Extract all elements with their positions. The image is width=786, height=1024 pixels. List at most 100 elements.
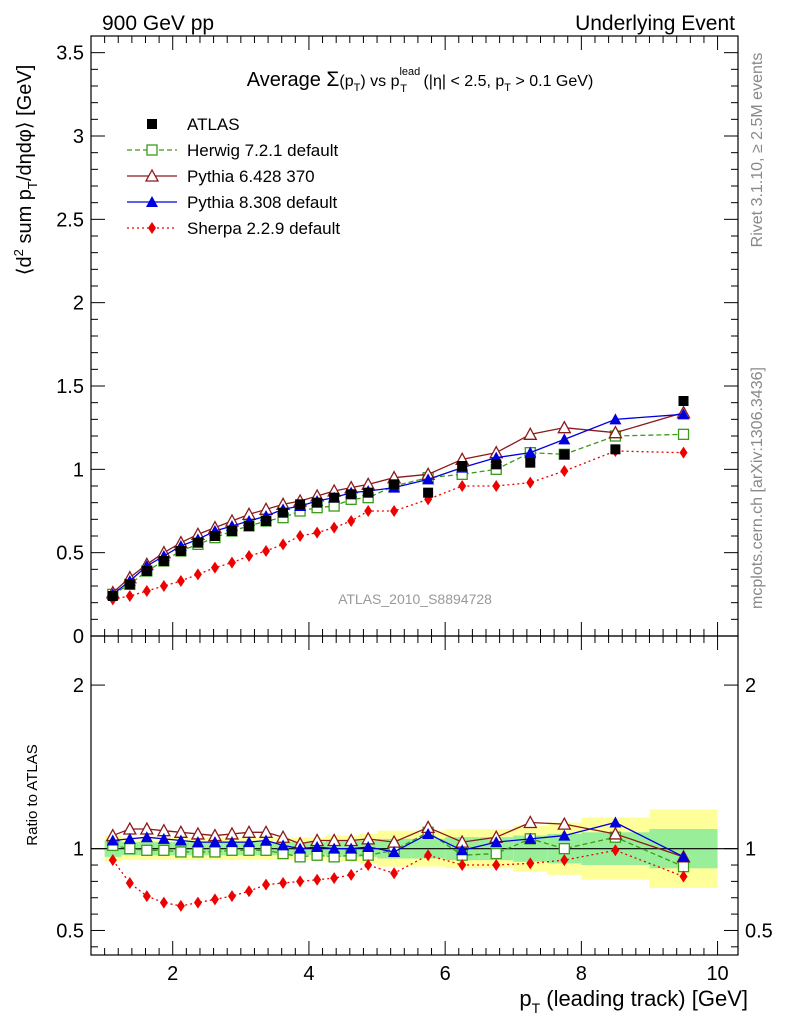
mcplots-side-label: mcplots.cern.ch [arXiv:1306.3436]	[749, 367, 766, 609]
ylabel-rest-text: /dηdφ⟩ [GeV]	[14, 65, 36, 181]
y-tick-label: 0	[73, 626, 84, 648]
point-sherpa-2-2-9-default-main	[279, 538, 288, 551]
title-vs-text: vs p	[366, 73, 400, 90]
point-pythia-8-308-default-ratio	[345, 842, 358, 854]
ratio-tick-label-right: 0.5	[745, 920, 773, 942]
point-pythia-8-308-default-ratio	[524, 832, 537, 844]
point-sherpa-2-2-9-default-ratio	[279, 877, 288, 890]
point-atlas-main	[491, 459, 502, 470]
point-pythia-8-308-default-ratio	[388, 845, 401, 857]
legend-marker-sherpa-2-2-9-default	[148, 222, 156, 234]
point-sherpa-2-2-9-default-main	[526, 476, 535, 489]
x-tick-label: 4	[303, 963, 314, 985]
y-axis-label-ratio: Ratio to ATLAS	[24, 744, 41, 845]
y-axis-label-main: ⟨d2 sum pT/dηdφ⟩ [GeV]	[11, 65, 40, 276]
point-atlas-main	[141, 566, 152, 576]
point-sherpa-2-2-9-default-main	[313, 526, 322, 539]
point-herwig-7-2-1-default-ratio	[158, 844, 170, 856]
point-pythia-8-308-default-ratio	[558, 829, 571, 841]
legend-label-atlas: ATLAS	[187, 115, 240, 134]
title-cuts-t-subscript-text: T	[504, 82, 511, 94]
point-sherpa-2-2-9-default-ratio	[142, 890, 151, 903]
title-pt-paren-text: (p	[339, 73, 353, 90]
point-sherpa-2-2-9-default-ratio	[193, 896, 202, 909]
point-atlas-main	[175, 546, 186, 556]
point-atlas-main	[107, 591, 118, 601]
point-sherpa-2-2-9-default-ratio	[424, 849, 433, 862]
ratio-tick-label-left: 2	[73, 675, 84, 697]
point-sherpa-2-2-9-default-main	[560, 465, 569, 477]
point-sherpa-2-2-9-default-main	[142, 585, 151, 597]
point-atlas-main	[610, 444, 621, 455]
legend-label-herwig-7-2-1-default: Herwig 7.2.1 default	[187, 141, 338, 160]
point-pythia-8-308-default-ratio	[123, 832, 136, 844]
point-herwig-7-2-1-default-ratio	[141, 844, 153, 856]
point-pythia-8-308-default-ratio	[106, 834, 119, 846]
point-pythia-8-308-default-ratio	[260, 834, 273, 846]
title-sigma-text: Σ	[326, 68, 339, 91]
point-sherpa-2-2-9-default-main	[262, 545, 271, 557]
point-pythia-8-308-default-main	[609, 413, 622, 425]
point-atlas-main	[678, 396, 689, 406]
series-line-pythia-6-428-370-main	[112, 412, 684, 594]
legend-marker-atlas	[147, 119, 157, 129]
point-pythia-8-308-default-ratio	[609, 816, 622, 828]
point-sherpa-2-2-9-default-main	[296, 530, 305, 542]
point-sherpa-2-2-9-default-ratio	[458, 859, 467, 872]
point-pythia-8-308-default-ratio	[225, 836, 238, 848]
point-sherpa-2-2-9-default-ratio	[296, 875, 305, 888]
rivet-side-label: Rivet 3.1.10, ≥ 2.5M events	[749, 53, 766, 248]
point-herwig-7-2-1-default-main	[677, 428, 690, 440]
point-pythia-8-308-default-ratio	[294, 842, 307, 854]
point-sherpa-2-2-9-default-main	[159, 580, 168, 592]
ratio-tick-label-left: 1	[73, 839, 84, 861]
point-herwig-7-2-1-default-ratio	[192, 846, 204, 858]
xlabel-rest-text: (leading track) [GeV]	[540, 986, 748, 1011]
point-sherpa-2-2-9-default-ratio	[227, 890, 236, 903]
point-pythia-6-428-370-ratio	[608, 826, 623, 840]
point-herwig-7-2-1-default-ratio	[124, 843, 136, 855]
point-herwig-7-2-1-default-ratio	[175, 846, 187, 858]
legend-label-pythia-8-308-default: Pythia 8.308 default	[187, 193, 338, 212]
legend-label-sherpa-2-2-9-default: Sherpa 2.2.9 default	[187, 219, 340, 238]
point-pythia-6-428-370-main	[608, 425, 623, 439]
y-tick-label: 3.5	[56, 43, 84, 65]
point-pythia-8-308-default-ratio	[140, 831, 153, 843]
point-sherpa-2-2-9-default-ratio	[330, 872, 339, 885]
point-sherpa-2-2-9-default-ratio	[526, 857, 535, 870]
point-sherpa-2-2-9-default-main	[210, 561, 219, 574]
ratio-tick-label-left: 0.5	[56, 920, 84, 942]
point-sherpa-2-2-9-default-ratio	[492, 859, 501, 872]
point-sherpa-2-2-9-default-main	[125, 590, 134, 602]
point-pythia-8-308-default-ratio	[311, 841, 324, 853]
point-atlas-main	[423, 487, 434, 498]
point-sherpa-2-2-9-default-main	[458, 480, 467, 492]
point-pythia-8-308-default-ratio	[191, 836, 204, 848]
point-herwig-7-2-1-default-ratio	[490, 847, 502, 860]
ratio-tick-label-right: 1	[745, 839, 756, 861]
point-sherpa-2-2-9-default-ratio	[611, 844, 620, 857]
point-pythia-8-308-default-ratio	[157, 832, 170, 844]
point-pythia-8-308-default-main	[422, 473, 435, 485]
x-tick-label: 2	[167, 963, 178, 985]
title-t-subscript-text: T	[400, 83, 407, 95]
y-tick-label: 2	[73, 293, 84, 315]
point-pythia-8-308-default-ratio	[490, 836, 503, 848]
point-pythia-8-308-default-main	[558, 433, 571, 445]
ylabel-sup-2-text: 2	[11, 249, 26, 256]
point-atlas-main	[244, 521, 255, 531]
y-tick-label: 3	[73, 126, 84, 148]
point-herwig-7-2-1-default-ratio	[677, 861, 690, 873]
point-sherpa-2-2-9-default-main	[193, 568, 202, 581]
legend-marker-herwig-7-2-1-default	[146, 144, 158, 156]
point-sherpa-2-2-9-default-ratio	[390, 867, 399, 880]
point-sherpa-2-2-9-default-ratio	[262, 878, 271, 891]
point-sherpa-2-2-9-default-ratio	[125, 877, 134, 890]
y-tick-label: 2.5	[56, 209, 84, 231]
main-plot-title: Average Σ(pT) vs plead T (|η| < 2.5, pT >…	[247, 66, 594, 95]
point-pythia-6-428-370-main	[523, 426, 538, 440]
point-atlas-main	[124, 579, 135, 590]
ratio-plot-frame	[90, 635, 739, 956]
point-pythia-8-308-default-ratio	[677, 850, 690, 862]
point-pythia-8-308-default-ratio	[208, 836, 221, 848]
